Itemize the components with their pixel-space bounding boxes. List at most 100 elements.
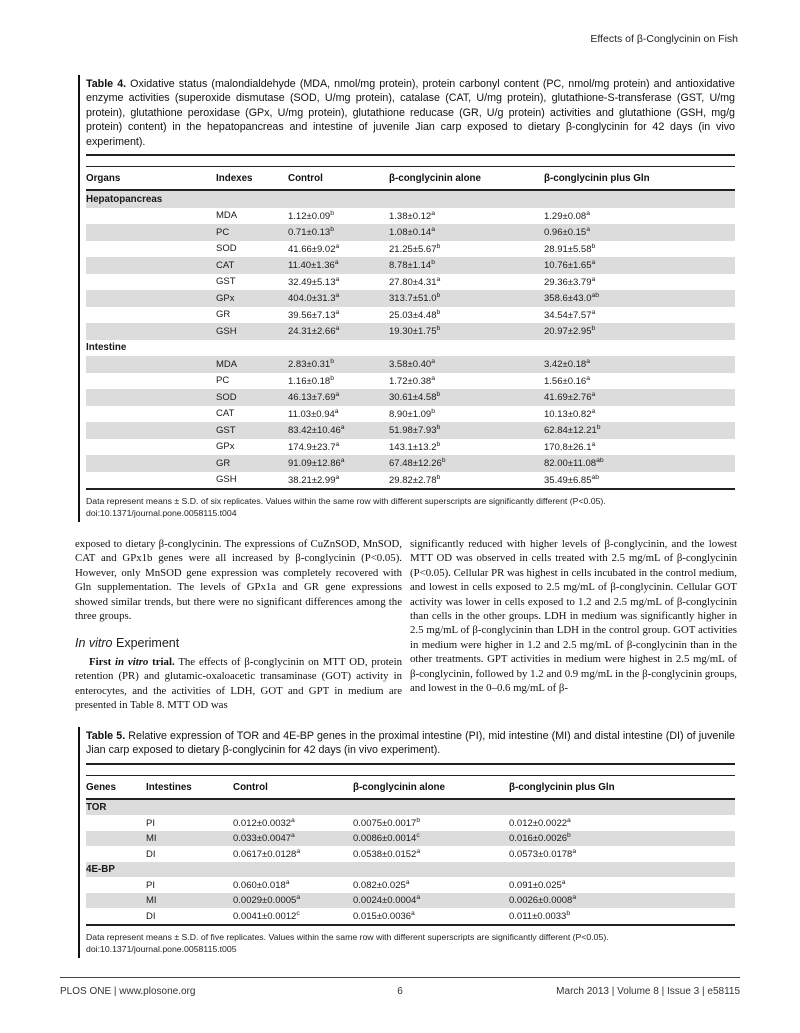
value-cell: 0.0075±0.0017b	[353, 816, 421, 830]
value-cell: 358.6±43.0ab	[544, 292, 600, 305]
column-header: Organs	[86, 173, 121, 185]
value-cell: 0.0029±0.0005a	[233, 894, 301, 907]
column-header: Control	[288, 173, 323, 185]
value-cell: 0.0538±0.0152a	[353, 847, 421, 861]
table-row: GSH 38.21±2.99a 29.82±2.78b 35.49±6.85ab	[86, 472, 735, 489]
value-cell: 0.0573±0.0178a	[509, 847, 577, 861]
table-section-row: 4E-BP	[86, 861, 735, 878]
table-row: GSH 24.31±2.66a 19.30±1.75b 20.97±2.95b	[86, 323, 735, 340]
row-label: GR	[216, 457, 231, 469]
row-label: GST	[216, 424, 236, 436]
table-row: DI 0.0041±0.0012c 0.015±0.0036a 0.011±0.003…	[86, 908, 735, 924]
value-cell: 3.42±0.18a	[544, 358, 590, 371]
footer-journal: PLOS ONE | www.plosone.org	[60, 986, 196, 997]
row-label: GR	[216, 309, 231, 321]
row-label: GSH	[216, 474, 237, 486]
value-cell: 143.1±13.2b	[389, 440, 441, 453]
value-cell: 174.9±23.7a	[288, 440, 340, 453]
body-column-left: exposed to dietary β-conglycinin. The ex…	[75, 537, 402, 712]
value-cell: 0.060±0.018a	[233, 878, 290, 892]
value-cell: 1.38±0.12a	[389, 209, 435, 222]
value-cell: 0.0617±0.0128a	[233, 847, 301, 861]
lead-bold: First	[89, 655, 116, 668]
value-cell: 0.0041±0.0012c	[233, 909, 300, 923]
table4-header-row: Organs Indexes Control β-conglycinin alo…	[86, 167, 735, 189]
heading-italic: In vitro	[75, 636, 113, 651]
value-cell: 91.09±12.86a	[288, 457, 345, 470]
divider	[86, 189, 735, 192]
row-label: SOD	[216, 243, 237, 255]
value-cell: 10.76±1.65a	[544, 259, 596, 272]
value-cell: 32.49±5.13a	[288, 275, 340, 288]
divider	[86, 762, 735, 765]
divider	[86, 797, 735, 800]
value-cell: 30.61±4.58b	[389, 391, 441, 404]
value-cell: 19.30±1.75b	[389, 325, 441, 338]
value-cell: 25.03±4.48b	[389, 308, 441, 321]
section-label: Hepatopancreas	[86, 193, 163, 205]
value-cell: 1.56±0.16a	[544, 374, 590, 387]
table-row: GPx 174.9±23.7a 143.1±13.2b 170.8±26.1a	[86, 439, 735, 456]
value-cell: 20.97±2.95b	[544, 325, 596, 338]
table4-caption-text: Oxidative status (malondialdehyde (MDA, …	[86, 78, 735, 148]
value-cell: 28.91±5.58b	[544, 242, 596, 255]
value-cell: 51.98±7.93b	[389, 424, 441, 437]
table4-caption-label: Table 4.	[86, 78, 127, 90]
value-cell: 27.80±4.31a	[389, 275, 441, 288]
paragraph: significantly reduced with higher levels…	[410, 538, 737, 695]
table4-footnote: Data represent means ± S.D. of six repli…	[86, 496, 606, 507]
table-section-row: Hepatopancreas	[86, 191, 735, 208]
table5-footnotes: Data represent means ± S.D. of five repl…	[86, 926, 735, 958]
value-cell: 41.66±9.02a	[288, 242, 340, 255]
section-heading: In vitro Experiment	[75, 636, 402, 650]
divider	[86, 488, 735, 491]
table-row: SOD 46.13±7.69a 30.61±4.58b 41.69±2.76a	[86, 389, 735, 406]
value-cell: 0.0026±0.0008a	[509, 894, 577, 907]
value-cell: 41.69±2.76a	[544, 391, 596, 404]
footer-page-number: 6	[397, 986, 403, 997]
table4-rows: Hepatopancreas MDA 1.12±0.09b 1.38±0.12a 1.2…	[86, 191, 735, 488]
row-label: DI	[146, 910, 156, 922]
value-cell: 35.49±6.85ab	[544, 473, 600, 486]
paragraph-text: The effects of β-conglycinin on MTT OD, …	[75, 655, 402, 712]
lead-bold: trial.	[148, 655, 175, 668]
table5-caption-text: Relative expression of TOR and 4E-BP gen…	[86, 730, 735, 757]
row-label: PI	[146, 879, 155, 891]
value-cell: 0.016±0.0026b	[509, 832, 571, 845]
table-row: MI 0.033±0.0047a 0.0086±0.0014c 0.016±0.002…	[86, 830, 735, 847]
column-header: β-conglycinin plus Gln	[509, 781, 615, 793]
value-cell: 1.29±0.08a	[544, 209, 590, 222]
row-label: CAT	[216, 408, 235, 420]
value-cell: 0.012±0.0022a	[509, 816, 571, 830]
row-label: CAT	[216, 259, 235, 271]
value-cell: 0.0086±0.0014c	[353, 832, 420, 845]
row-label: MI	[146, 833, 157, 845]
value-cell: 29.82±2.78b	[389, 473, 441, 486]
column-header: Indexes	[216, 173, 253, 185]
column-header: Intestines	[146, 781, 192, 793]
table5-caption-label: Table 5.	[86, 730, 126, 742]
value-cell: 0.011±0.0033b	[509, 909, 571, 923]
value-cell: 11.03±0.94a	[288, 407, 339, 420]
table-row: MDA 1.12±0.09b 1.38±0.12a 1.29±0.08a	[86, 208, 735, 225]
value-cell: 10.13±0.82a	[544, 407, 596, 420]
divider	[86, 154, 735, 157]
column-header: Genes	[86, 781, 116, 793]
section-label: 4E-BP	[86, 864, 115, 876]
table-row: SOD 41.66±9.02a 21.25±5.67b 28.91±5.58b	[86, 241, 735, 258]
value-cell: 1.12±0.09b	[288, 209, 334, 222]
column-header: β-conglycinin alone	[389, 173, 481, 185]
table-section-row: TOR	[86, 799, 735, 816]
value-cell: 404.0±31.3a	[288, 292, 340, 305]
value-cell: 46.13±7.69a	[288, 391, 340, 404]
value-cell: 0.015±0.0036a	[353, 909, 415, 923]
body-column-right: significantly reduced with higher levels…	[410, 537, 737, 695]
table-row: DI 0.0617±0.0128a 0.0538±0.0152a 0.0573±0.0…	[86, 846, 735, 862]
table-row: CAT 11.40±1.36a 8.78±1.14b 10.76±1.65a	[86, 257, 735, 274]
paragraph: First in vitro trial. The effects of β-c…	[75, 655, 402, 713]
table4-footnotes: Data represent means ± S.D. of six repli…	[86, 490, 735, 522]
lead-bold-italic: in vitro	[115, 655, 149, 668]
value-cell: 11.40±1.36a	[288, 259, 339, 272]
value-cell: 38.21±2.99a	[288, 473, 340, 486]
